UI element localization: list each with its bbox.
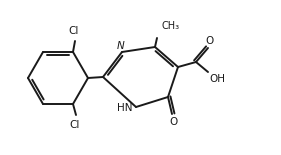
Text: O: O — [169, 117, 177, 127]
Text: Cl: Cl — [70, 120, 80, 130]
Text: N: N — [117, 41, 125, 51]
Text: CH₃: CH₃ — [161, 21, 179, 31]
Text: HN: HN — [117, 103, 133, 113]
Text: O: O — [205, 36, 213, 46]
Text: OH: OH — [209, 74, 225, 84]
Text: Cl: Cl — [69, 26, 79, 36]
